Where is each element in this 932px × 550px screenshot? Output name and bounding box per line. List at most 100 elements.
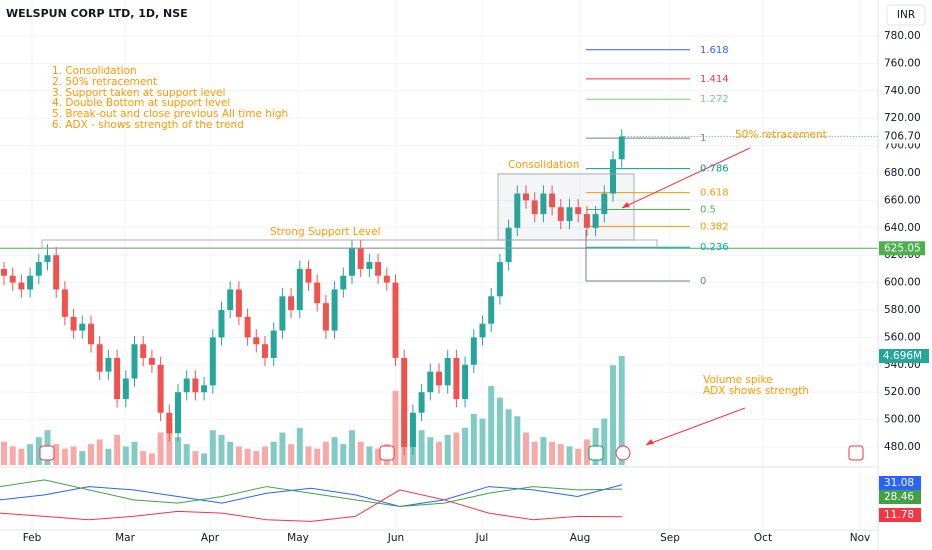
y-tick-label: 520.00 — [884, 386, 921, 398]
y-tick-label: 760.00 — [884, 57, 921, 69]
volume-bar — [270, 441, 277, 465]
y-tick-label: 640.00 — [884, 222, 921, 234]
candle-body — [53, 255, 60, 290]
candle-body — [514, 193, 521, 228]
candle-body — [192, 378, 199, 393]
annotation: Consolidation — [508, 159, 579, 171]
earnings-icon[interactable] — [379, 445, 395, 461]
candle-body — [592, 214, 599, 228]
volume-bar — [288, 444, 295, 465]
volume-bar — [35, 437, 42, 465]
volume-bar — [244, 448, 251, 465]
fib-label: 0.618 — [700, 188, 729, 199]
earnings-icon[interactable] — [588, 445, 604, 461]
y-tick-label: 740.00 — [884, 85, 921, 97]
x-tick-label: May — [287, 532, 309, 544]
fib-label: 1.272 — [700, 94, 729, 105]
earnings-icon[interactable] — [848, 445, 864, 461]
candle-body — [601, 193, 608, 215]
fib-label: 1.618 — [700, 45, 729, 56]
x-tick-label: Nov — [850, 532, 871, 544]
candle-body — [427, 371, 434, 393]
x-tick-label: Aug — [570, 532, 591, 544]
volume-bar — [1, 441, 7, 465]
currency: INR — [897, 9, 915, 21]
x-tick-label: Mar — [115, 532, 135, 544]
volume-bar — [227, 441, 234, 465]
candle-body — [296, 268, 303, 310]
volume-bar — [523, 432, 529, 465]
volume-bar — [610, 365, 616, 465]
note: 5. Break-out and close previous All time… — [52, 108, 288, 120]
volume-bar — [296, 427, 303, 465]
volume-bar — [88, 444, 94, 465]
candle-body — [201, 385, 208, 393]
volume-bar — [540, 437, 547, 465]
volume-bar — [53, 444, 60, 465]
candle-body — [305, 268, 312, 283]
volume-bar — [436, 441, 442, 465]
note: 3. Support taken at support level — [52, 87, 225, 99]
volume-bar — [209, 430, 216, 465]
value-tag — [879, 490, 921, 504]
volume-tag-label: 4.696M — [883, 350, 922, 362]
y-tick-label: 680.00 — [884, 167, 921, 179]
candle-body — [383, 275, 390, 283]
candle-body — [566, 207, 573, 221]
volume-bar — [148, 453, 155, 465]
candle-body — [496, 262, 503, 297]
candle-body — [148, 357, 155, 365]
x-tick-label: Sep — [660, 532, 680, 544]
volume-bar — [27, 444, 34, 465]
chart-title: WELSPUN CORP LTD, 1D, NSE — [6, 7, 188, 20]
volume-bar — [9, 446, 16, 465]
volume-bar — [201, 453, 208, 465]
candle-body — [288, 296, 295, 310]
volume-bar — [583, 439, 590, 465]
candle-body — [235, 289, 242, 317]
x-tick-label: Jun — [387, 532, 404, 544]
value-tag-label: 28.46 — [884, 491, 914, 503]
volume-bar — [549, 441, 556, 465]
annotation: ADX shows strength — [703, 385, 809, 397]
candle-body — [209, 337, 216, 386]
volume-bar — [514, 416, 521, 465]
annotation: Volume spike — [703, 374, 773, 386]
candle-body — [1, 268, 7, 276]
candle-body — [331, 289, 338, 331]
volume-bar — [488, 386, 495, 465]
fib-label: 0.382 — [700, 221, 729, 232]
value-tag-label: 31.08 — [884, 477, 914, 489]
value-tag — [879, 129, 925, 144]
currency-box[interactable] — [886, 4, 926, 26]
note: 1. Consolidation — [52, 65, 137, 77]
candle-body — [218, 310, 225, 338]
arrow-head — [622, 202, 630, 208]
price-tag-label: 706.70 — [884, 130, 921, 142]
candle-body — [70, 316, 77, 331]
value-tag — [879, 476, 921, 490]
candle-body — [349, 248, 355, 276]
candle-body — [314, 282, 321, 304]
support-tag-label: 625.05 — [884, 242, 921, 254]
arrow — [621, 147, 751, 209]
earnings-icon[interactable] — [39, 445, 55, 461]
fib-label: 0.786 — [700, 164, 729, 175]
x-tick-label: Apr — [201, 532, 220, 544]
volume-bar — [462, 427, 469, 465]
candle-body — [357, 248, 364, 269]
adx-line — [0, 489, 623, 522]
candle-body — [44, 255, 51, 263]
y-tick-label: 480.00 — [884, 441, 921, 453]
y-tick-label: 720.00 — [884, 112, 921, 124]
adx-line — [0, 479, 623, 507]
candle-body — [88, 323, 94, 345]
candle-body — [436, 371, 442, 386]
fib-label: 1 — [700, 133, 706, 144]
volume-bar — [479, 418, 486, 465]
volume-bar — [18, 448, 25, 465]
dividend-icon[interactable] — [615, 445, 631, 461]
candle-body — [540, 193, 547, 215]
plot — [0, 0, 878, 530]
candle-body — [122, 378, 129, 400]
